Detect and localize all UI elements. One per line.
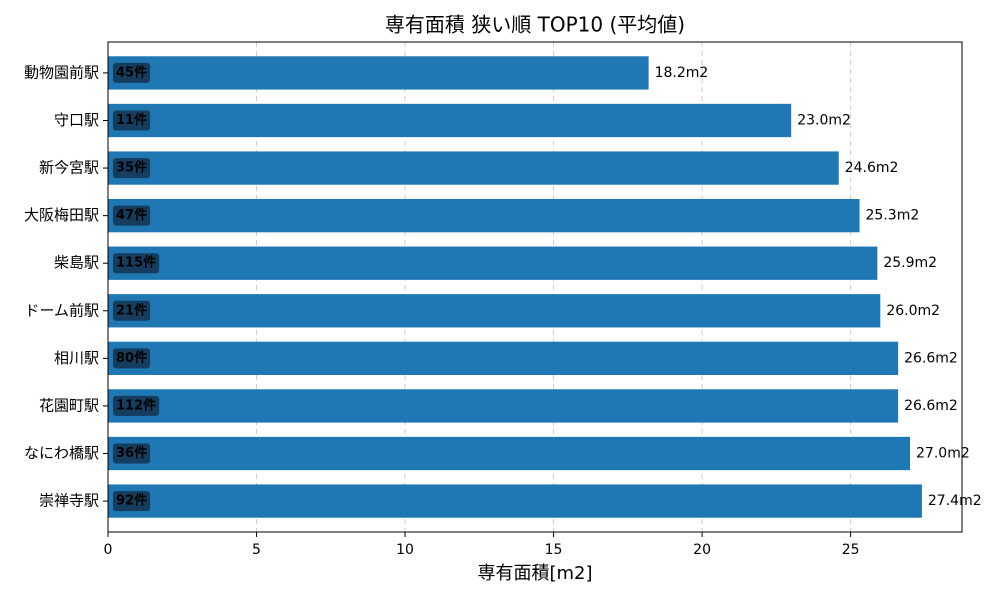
bar xyxy=(108,56,649,90)
plot-frame xyxy=(107,41,963,533)
annotation-box xyxy=(113,62,151,83)
bar xyxy=(108,341,899,376)
bar-annotation: 115件 xyxy=(116,255,156,271)
x-tick-label: 15 xyxy=(545,542,563,558)
y-tick-label: 守口駅 xyxy=(54,111,99,129)
y-tick-label: ドーム前駅 xyxy=(24,301,99,319)
y-tick-label: なにわ橋駅 xyxy=(24,444,99,462)
x-tick-label: 20 xyxy=(693,542,711,558)
bar xyxy=(108,198,860,233)
bar xyxy=(108,294,881,328)
x-axis-label: 専有面積[m2] xyxy=(477,563,592,584)
bar-annotation: 45件 xyxy=(116,64,147,80)
annotation-box xyxy=(113,443,151,464)
bar xyxy=(108,151,839,185)
bar-annotation: 112件 xyxy=(116,397,156,413)
annotation-box xyxy=(113,110,151,131)
value-label: 24.6m2 xyxy=(845,160,899,176)
x-tick-label: 0 xyxy=(104,542,113,558)
y-tick-label: 崇禅寺駅 xyxy=(39,492,99,510)
value-label: 27.0m2 xyxy=(916,446,970,462)
bar-annotation: 47件 xyxy=(116,207,147,223)
annotation-box xyxy=(113,395,160,416)
bar-annotation: 11件 xyxy=(116,112,147,128)
annotation-box xyxy=(113,205,151,226)
y-tick-label: 花園町駅 xyxy=(39,396,99,414)
x-tick-label: 10 xyxy=(396,542,414,558)
annotation-box xyxy=(113,158,151,179)
bar xyxy=(108,103,792,138)
x-tick-label: 5 xyxy=(252,542,261,558)
y-tick-label: 大阪梅田駅 xyxy=(24,206,99,224)
bar xyxy=(108,246,878,280)
value-label: 25.9m2 xyxy=(883,255,937,271)
value-label: 27.4m2 xyxy=(928,493,982,509)
value-label: 25.3m2 xyxy=(866,208,920,224)
value-label: 23.0m2 xyxy=(797,112,851,128)
bar-annotation: 21件 xyxy=(116,302,147,318)
value-label: 26.6m2 xyxy=(904,398,958,414)
annotation-box xyxy=(113,253,160,274)
bar xyxy=(108,436,911,471)
annotation-box xyxy=(113,300,151,321)
annotation-box xyxy=(113,491,151,512)
y-tick-label: 柴島駅 xyxy=(54,254,99,272)
bar-annotation: 36件 xyxy=(116,445,147,461)
bar-annotation: 35件 xyxy=(116,160,147,176)
x-tick-label: 25 xyxy=(842,542,860,558)
annotation-box xyxy=(113,348,151,369)
bar-annotation: 80件 xyxy=(116,350,147,366)
bar xyxy=(108,389,899,423)
y-tick-label: 相川駅 xyxy=(54,349,99,367)
value-label: 26.6m2 xyxy=(904,350,958,366)
chart-title: 専有面積 狭い順 TOP10 (平均値) xyxy=(385,13,685,37)
value-label: 26.0m2 xyxy=(886,303,940,319)
bar-annotation: 92件 xyxy=(116,493,147,509)
y-tick-label: 新今宮駅 xyxy=(39,159,99,177)
bar xyxy=(108,484,922,518)
y-tick-label: 動物園前駅 xyxy=(24,63,99,81)
value-label: 18.2m2 xyxy=(655,65,709,81)
